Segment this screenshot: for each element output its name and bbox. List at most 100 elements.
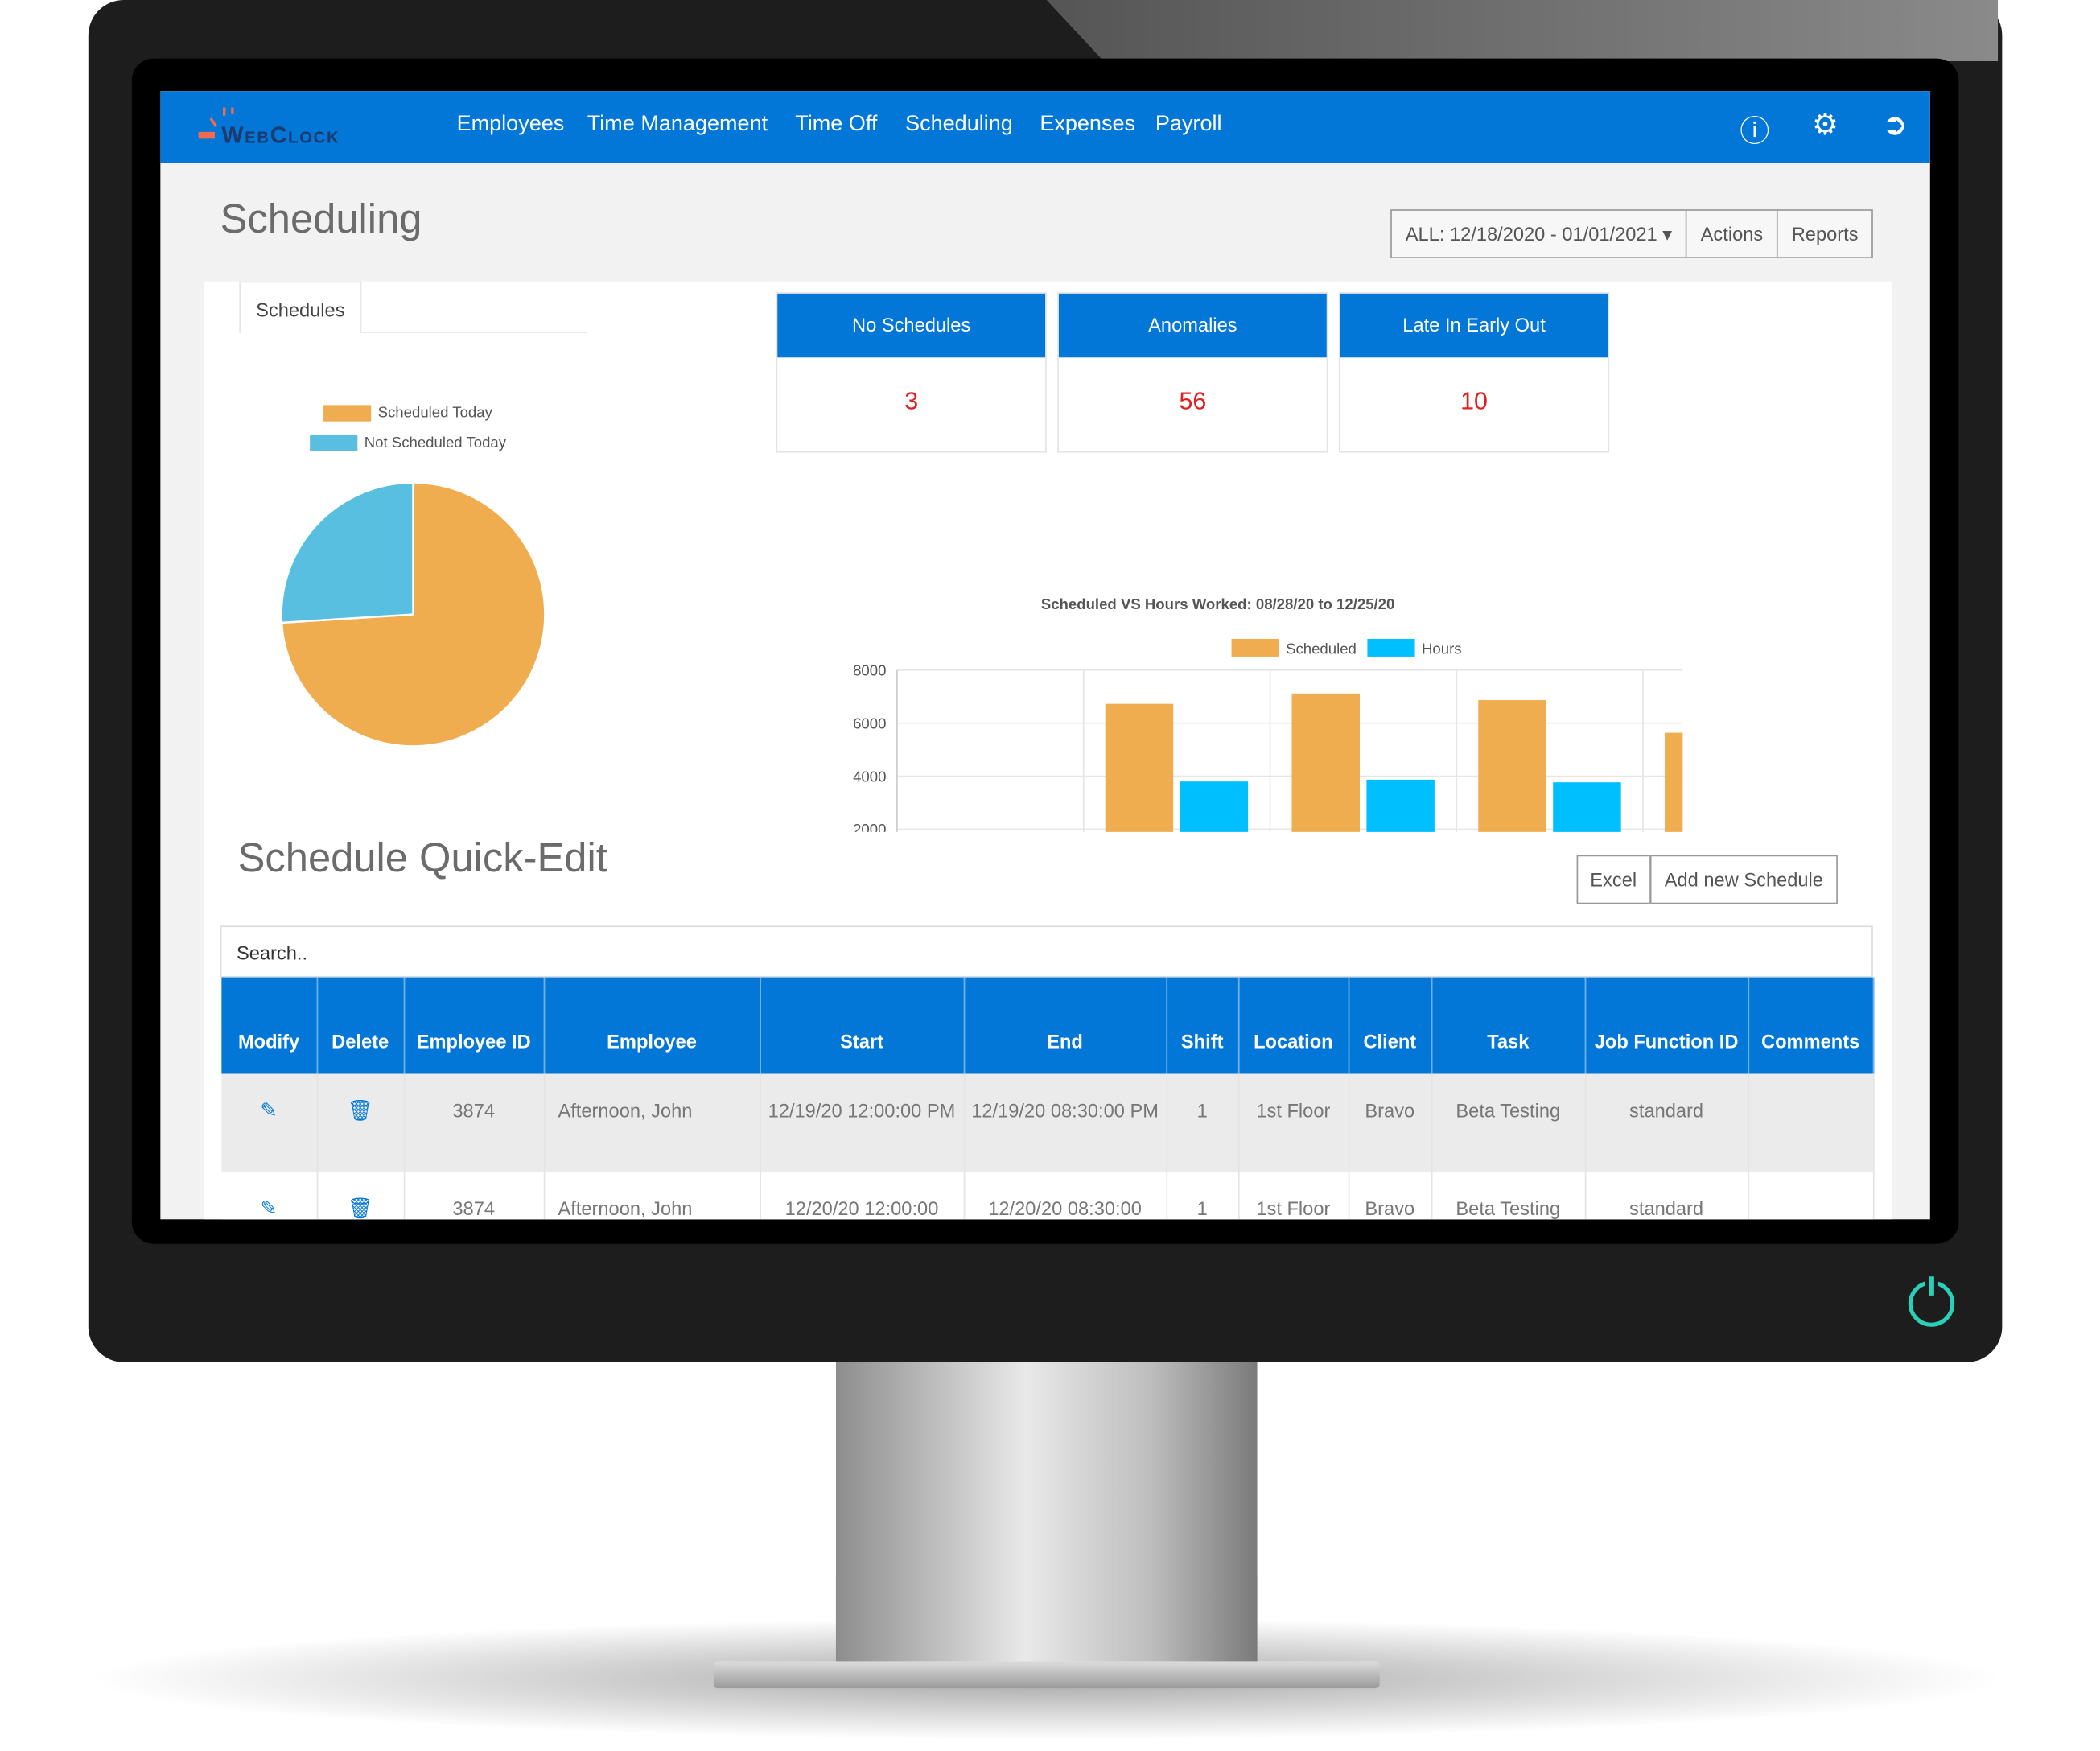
card-value: 10 xyxy=(1460,387,1488,415)
column-header[interactable]: Job Function ID xyxy=(1584,977,1749,1074)
column-header[interactable]: Shift xyxy=(1166,977,1239,1074)
trash-icon[interactable]: 🗑 xyxy=(347,1099,373,1123)
legend-swatch xyxy=(1231,638,1279,657)
chart-title: Scheduled VS Hours Worked: 08/28/20 to 1… xyxy=(1041,595,1395,612)
card-no-schedules[interactable]: No Schedules 3 xyxy=(776,292,1047,453)
y-tick-label: 4000 xyxy=(853,768,886,785)
tab-schedules[interactable]: Schedules xyxy=(239,281,362,333)
bar-hours-nov-2020 xyxy=(1553,782,1621,832)
column-header[interactable]: Client xyxy=(1348,977,1432,1074)
date-range-dropdown[interactable]: ALL: 12/18/2020 - 01/01/2021 ▾ xyxy=(1392,210,1687,258)
excel-button[interactable]: Excel xyxy=(1576,855,1650,904)
monitor-base xyxy=(713,1661,1380,1689)
tab-divider xyxy=(361,332,587,333)
nav-payroll[interactable]: Payroll xyxy=(1155,113,1222,136)
column-header[interactable]: Location xyxy=(1237,977,1349,1074)
table-cell xyxy=(1748,1073,1874,1172)
power-icon xyxy=(1908,1276,1955,1327)
table-cell: 3874 xyxy=(403,1073,545,1172)
screen: WebClock Employees Time Management Time … xyxy=(160,91,1930,1220)
help-icon[interactable]: ⓘ xyxy=(1740,113,1770,149)
y-tick-label: 8000 xyxy=(853,662,886,679)
table-cell: 1 xyxy=(1166,1172,1239,1220)
logout-icon[interactable]: ➲ xyxy=(1882,107,1908,142)
card-anomalies[interactable]: Anomalies 56 xyxy=(1057,292,1328,453)
date-range-label: ALL: 12/18/2020 - 01/01/2021 xyxy=(1405,223,1657,245)
column-header[interactable]: Task xyxy=(1431,977,1586,1074)
gear-icon[interactable]: ⚙ xyxy=(1811,107,1839,142)
nav-employees[interactable]: Employees xyxy=(456,113,565,136)
pie-slice-1 xyxy=(280,481,414,624)
card-late-in-early-out[interactable]: Late In Early Out 10 xyxy=(1338,292,1610,453)
quick-edit-title: Schedule Quick-Edit xyxy=(237,835,607,881)
table-cell: 12/20/20 12:00:00 xyxy=(760,1172,965,1220)
column-header[interactable]: Delete xyxy=(316,977,405,1074)
column-header[interactable]: End xyxy=(963,977,1167,1074)
nav-time-off[interactable]: Time Off xyxy=(795,113,878,136)
legend-label: Hours xyxy=(1422,641,1462,657)
top-nav: WebClock Employees Time Management Time … xyxy=(160,91,1930,163)
table-cell: 1 xyxy=(1166,1073,1239,1172)
table-cell: Beta Testing xyxy=(1431,1073,1586,1172)
bar-chart: Scheduled VS Hours Worked: 08/28/20 to 1… xyxy=(853,595,1683,832)
card-value: 56 xyxy=(1179,387,1207,415)
bar-hours-oct-2020 xyxy=(1366,779,1435,832)
legend-swatch xyxy=(323,405,372,422)
legend-swatch xyxy=(1367,638,1415,657)
pie-chart xyxy=(280,481,546,748)
search-input[interactable]: Search.. xyxy=(220,925,1873,978)
legend-label: Scheduled Today xyxy=(377,405,492,422)
table-cell: Bravo xyxy=(1348,1172,1432,1220)
nav-time-management[interactable]: Time Management xyxy=(587,113,768,136)
column-header[interactable]: Start xyxy=(760,977,965,1074)
table-cell: 1st Floor xyxy=(1237,1073,1349,1172)
edit-icon[interactable]: ✎ xyxy=(260,1197,278,1220)
card-value: 3 xyxy=(904,387,919,415)
monitor-stand xyxy=(835,1362,1258,1668)
table-cell: 3874 xyxy=(403,1172,545,1220)
bar-scheduled-nov-2020 xyxy=(1478,700,1546,832)
bar-hours-sep-2020 xyxy=(1180,781,1249,832)
table-cell: Bravo xyxy=(1348,1073,1432,1172)
toolbar: ALL: 12/18/2020 - 01/01/2021 ▾ Actions R… xyxy=(1390,209,1874,258)
card-label: Late In Early Out xyxy=(1340,293,1608,358)
legend-swatch xyxy=(310,435,358,452)
pie-legend-scheduled: Scheduled Today xyxy=(323,405,492,422)
table-cell: 12/19/20 12:00:00 PM xyxy=(760,1073,965,1172)
trash-icon[interactable]: 🗑 xyxy=(347,1197,373,1220)
nav-expenses[interactable]: Expenses xyxy=(1040,113,1136,136)
card-label: No Schedules xyxy=(777,293,1046,358)
column-header[interactable]: Modify xyxy=(221,977,318,1074)
modify-cell: ✎ xyxy=(221,1172,318,1220)
bezel-highlight xyxy=(1046,0,1999,62)
modify-cell: ✎ xyxy=(221,1073,318,1172)
table-cell xyxy=(1748,1172,1874,1220)
delete-cell: 🗑 xyxy=(316,1073,405,1172)
actions-button[interactable]: Actions xyxy=(1687,210,1778,258)
table-cell: Afternoon, John xyxy=(543,1172,761,1220)
table-row: ✎ 🗑 3874 Afternoon, John 12/20/20 12:00:00 12… xyxy=(221,1172,1874,1220)
column-header[interactable]: Employee ID xyxy=(403,977,545,1074)
bar-scheduled-dec-2020 xyxy=(1665,732,1683,832)
table-cell: standard xyxy=(1584,1073,1749,1172)
logo-mark xyxy=(198,107,234,139)
logo[interactable]: WebClock xyxy=(197,105,388,154)
page-title: Scheduling xyxy=(220,196,422,242)
y-tick-label: 6000 xyxy=(853,715,886,731)
pie-legend-not-scheduled: Not Scheduled Today xyxy=(310,435,507,452)
column-header[interactable]: Employee xyxy=(543,977,761,1074)
nav-scheduling[interactable]: Scheduling xyxy=(905,113,1013,136)
bar-scheduled-oct-2020 xyxy=(1291,693,1360,832)
y-tick-label: 2000 xyxy=(853,821,886,832)
table-cell: 12/20/20 08:30:00 xyxy=(963,1172,1167,1220)
reports-button[interactable]: Reports xyxy=(1791,223,1859,245)
column-header[interactable]: Comments xyxy=(1748,977,1874,1074)
edit-icon[interactable]: ✎ xyxy=(260,1099,278,1123)
table-row: ✎ 🗑 3874 Afternoon, John 12/19/20 12:00:00 P… xyxy=(221,1073,1874,1172)
bar-scheduled-sep-2020 xyxy=(1105,703,1174,832)
schedule-table: Modify Delete Employee ID Employee Start End S… xyxy=(221,977,1874,1220)
add-new-schedule-button[interactable]: Add new Schedule xyxy=(1649,855,1838,904)
legend-label: Not Scheduled Today xyxy=(364,435,507,451)
logo-text: WebClock xyxy=(221,122,340,149)
caret-down-icon: ▾ xyxy=(1662,223,1673,245)
